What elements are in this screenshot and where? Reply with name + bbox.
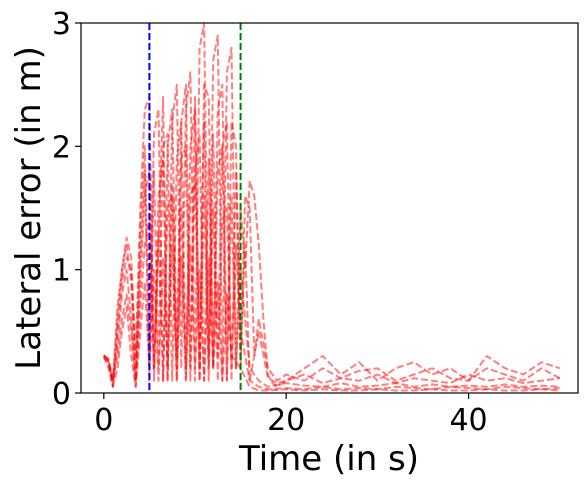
y-tick-label: 3: [52, 7, 71, 42]
y-axis-title: Lateral error (in m): [9, 46, 49, 370]
series-layer: [102, 23, 561, 392]
series-line-1: [103, 23, 561, 388]
x-tick-label: 0: [94, 403, 113, 438]
series-line-4: [103, 133, 560, 388]
series-line-3: [102, 108, 560, 388]
vline-layer: [148, 23, 242, 393]
y-tick-label: 0: [52, 377, 71, 412]
x-tick-label: 20: [267, 403, 305, 438]
x-axis-title: Time (in s): [238, 439, 419, 479]
series-line-5: [103, 182, 560, 391]
series-line-2: [103, 83, 561, 382]
y-tick-label: 1: [52, 254, 71, 289]
y-axis: 0 1 2 3: [52, 7, 81, 412]
plot-frame: [80, 22, 579, 394]
x-tick-label: 40: [449, 403, 487, 438]
x-axis: 0 20 40: [94, 393, 488, 438]
y-tick-label: 2: [52, 130, 71, 165]
series-line-6: [103, 244, 560, 392]
